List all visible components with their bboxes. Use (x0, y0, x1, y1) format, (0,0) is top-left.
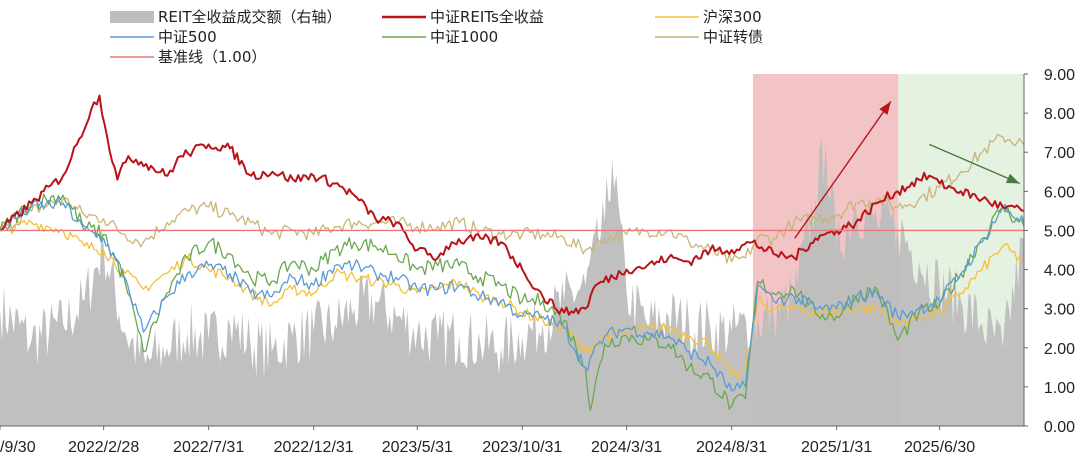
x-tick-label: 2025/6/30 (904, 439, 975, 456)
x-tick-label: 2021/9/30 (0, 439, 36, 456)
trend-arrows (794, 100, 1021, 239)
axes: 0.00 1.00 2.00 3.00 4.00 5.00 6.00 7.00 8.00 9.00… (0, 67, 1075, 456)
y-tick-label: 0.00 (1044, 419, 1075, 436)
legend: REIT全收益成交额（右轴） 中证REITs全收益 沪深300 中证500 中证1000… (110, 8, 763, 66)
y-tick-label: 9.00 (1044, 67, 1075, 84)
legend-label-zz500: 中证500 (158, 28, 217, 46)
line-zz1000 (0, 193, 1025, 412)
arrow-1-head (1005, 173, 1020, 184)
x-tick-label: 2022/2/28 (68, 439, 139, 456)
y-tick-label: 1.00 (1044, 380, 1075, 397)
turnover-area-layer (0, 137, 1024, 427)
x-tick-label: 2024/3/31 (591, 439, 662, 456)
legend-label-cb: 中证转债 (703, 28, 763, 46)
line-zz500 (0, 196, 1025, 392)
turnover-area (0, 137, 1024, 427)
y-tick-label: 2.00 (1044, 341, 1075, 358)
series-lines (0, 94, 1025, 412)
y-tick-label: 3.00 (1044, 302, 1075, 319)
y-tick-label: 6.00 (1044, 184, 1075, 201)
line-cb (0, 133, 1025, 264)
legend-label-reits: 中证REITs全收益 (430, 8, 544, 26)
x-tick-label: 2022/7/31 (173, 439, 244, 456)
legend-label-turnover: REIT全收益成交额（右轴） (158, 8, 342, 26)
y-tick-label: 4.00 (1044, 263, 1075, 280)
arrow-0-shaft (794, 100, 892, 239)
legend-label-base: 基准线（1.00） (158, 48, 266, 66)
arrow-1-shaft (929, 143, 1021, 185)
y-tick-label: 5.00 (1044, 223, 1075, 240)
line-hs300 (0, 219, 1025, 378)
y-tick-label: 7.00 (1044, 145, 1075, 162)
legend-label-zz1000: 中证1000 (430, 28, 498, 46)
line-reits (0, 94, 1025, 316)
x-tick-label: 2024/8/31 (696, 439, 767, 456)
y-tick-label: 8.00 (1044, 106, 1075, 123)
x-tick-label: 2022/12/31 (274, 439, 354, 456)
x-tick-label: 2023/5/31 (382, 439, 453, 456)
x-tick-label: 2025/1/31 (801, 439, 872, 456)
legend-swatch-turnover (110, 11, 154, 23)
arrow-0-head (879, 101, 891, 115)
x-tick-label: 2023/10/31 (482, 439, 562, 456)
legend-label-hs300: 沪深300 (703, 8, 762, 26)
